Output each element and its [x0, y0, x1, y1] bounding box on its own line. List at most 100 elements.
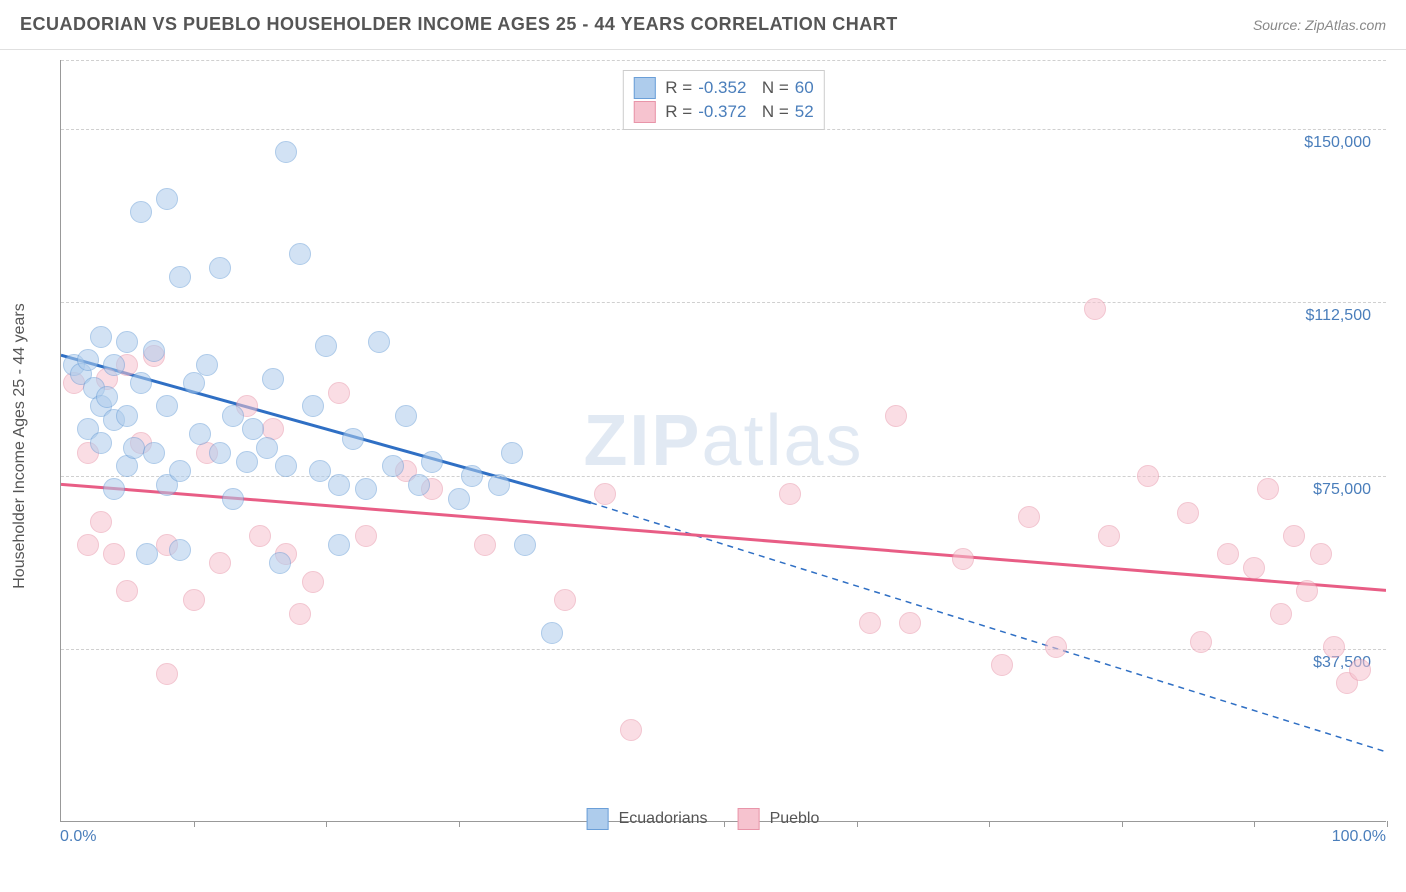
data-point [289, 243, 311, 265]
data-point [382, 455, 404, 477]
x-tick [1122, 821, 1123, 827]
data-point [488, 474, 510, 496]
series-legend: Ecuadorians Pueblo [587, 808, 820, 830]
data-point [1257, 478, 1279, 500]
data-point [256, 437, 278, 459]
x-tick [326, 821, 327, 827]
x-tick [989, 821, 990, 827]
y-tick-label: $112,500 [1305, 307, 1371, 325]
data-point [103, 354, 125, 376]
data-point [103, 478, 125, 500]
data-point [408, 474, 430, 496]
data-point [1270, 603, 1292, 625]
data-point [395, 405, 417, 427]
data-point [1283, 525, 1305, 547]
data-point [541, 622, 563, 644]
data-point [209, 552, 231, 574]
data-point [183, 589, 205, 611]
data-point [116, 580, 138, 602]
gridline [61, 302, 1386, 303]
data-point [222, 488, 244, 510]
x-tick [1254, 821, 1255, 827]
data-point [514, 534, 536, 556]
data-point [169, 460, 191, 482]
legend-item: Ecuadorians [587, 808, 708, 830]
gridline [61, 60, 1386, 61]
x-axis-min-label: 0.0% [60, 828, 96, 846]
x-axis-max-label: 100.0% [1332, 828, 1386, 846]
legend-item: Pueblo [738, 808, 820, 830]
data-point [143, 340, 165, 362]
data-point [262, 368, 284, 390]
data-point [885, 405, 907, 427]
gridline [61, 476, 1386, 477]
data-point [209, 442, 231, 464]
data-point [196, 354, 218, 376]
data-point [368, 331, 390, 353]
data-point [222, 405, 244, 427]
data-point [77, 534, 99, 556]
data-point [183, 372, 205, 394]
gridline [61, 649, 1386, 650]
data-point [328, 474, 350, 496]
data-point [1098, 525, 1120, 547]
data-point [355, 525, 377, 547]
data-point [952, 548, 974, 570]
data-point [501, 442, 523, 464]
data-point [209, 257, 231, 279]
data-point [116, 331, 138, 353]
data-point [275, 455, 297, 477]
legend-row: R = -0.352 N = 60 [633, 77, 813, 99]
data-point [1137, 465, 1159, 487]
data-point [899, 612, 921, 634]
data-point [342, 428, 364, 450]
data-point [116, 405, 138, 427]
data-point [143, 442, 165, 464]
data-point [448, 488, 470, 510]
data-point [421, 451, 443, 473]
y-axis-label: Householder Income Ages 25 - 44 years [11, 303, 29, 589]
x-tick [459, 821, 460, 827]
data-point [1243, 557, 1265, 579]
data-point [169, 266, 191, 288]
data-point [554, 589, 576, 611]
plot-area: ZIPatlas R = -0.352 N = 60R = -0.372 N =… [60, 60, 1386, 822]
data-point [991, 654, 1013, 676]
data-point [77, 349, 99, 371]
data-point [103, 543, 125, 565]
data-point [1190, 631, 1212, 653]
data-point [355, 478, 377, 500]
data-point [1084, 298, 1106, 320]
chart-header: ECUADORIAN VS PUEBLO HOUSEHOLDER INCOME … [0, 0, 1406, 50]
x-tick [194, 821, 195, 827]
data-point [328, 382, 350, 404]
data-point [156, 395, 178, 417]
data-point [90, 326, 112, 348]
data-point [169, 539, 191, 561]
data-point [859, 612, 881, 634]
x-tick [1387, 821, 1388, 827]
data-point [156, 663, 178, 685]
x-tick [857, 821, 858, 827]
data-point [1045, 636, 1067, 658]
legend-row: R = -0.372 N = 52 [633, 101, 813, 123]
data-point [1296, 580, 1318, 602]
data-point [461, 465, 483, 487]
data-point [1217, 543, 1239, 565]
data-point [315, 335, 337, 357]
data-point [130, 201, 152, 223]
data-point [275, 141, 297, 163]
data-point [1018, 506, 1040, 528]
data-point [1310, 543, 1332, 565]
data-point [130, 372, 152, 394]
y-tick-label: $75,000 [1313, 481, 1371, 499]
data-point [302, 395, 324, 417]
chart-title: ECUADORIAN VS PUEBLO HOUSEHOLDER INCOME … [20, 14, 898, 35]
data-point [123, 437, 145, 459]
data-point [1177, 502, 1199, 524]
data-point [269, 552, 291, 574]
y-tick-label: $150,000 [1304, 134, 1371, 152]
data-point [96, 386, 118, 408]
data-point [779, 483, 801, 505]
data-point [1349, 659, 1371, 681]
